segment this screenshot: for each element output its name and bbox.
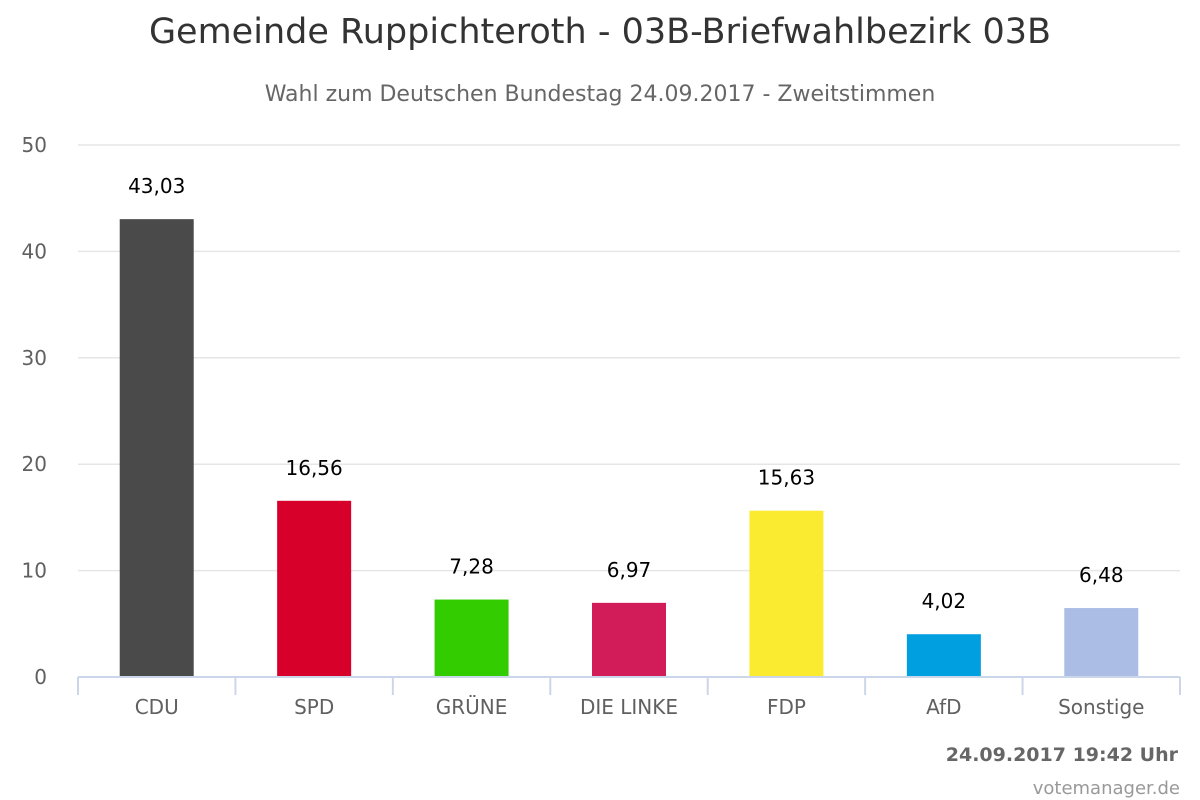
data-label: 4,02 (922, 589, 967, 613)
y-tick-label: 50 (22, 133, 47, 157)
data-label: 6,48 (1079, 563, 1124, 587)
gridlines: 0 10 20 30 40 50 (22, 133, 1180, 689)
data-label: 6,97 (607, 558, 652, 582)
y-tick-label: 0 (34, 665, 47, 689)
bars (119, 219, 1139, 677)
x-tick-label: DIE LINKE (580, 695, 678, 719)
x-tick-label: Sonstige (1058, 695, 1144, 719)
bar-die-linke[interactable] (592, 602, 666, 677)
chart-subtitle: Wahl zum Deutschen Bundestag 24.09.2017 … (264, 82, 936, 107)
y-tick-label: 20 (22, 452, 47, 476)
timestamp: 24.09.2017 19:42 Uhr (945, 744, 1178, 766)
y-tick-label: 10 (22, 559, 47, 583)
credit-link[interactable]: votemanager.de (1032, 778, 1180, 799)
y-tick-label: 30 (22, 346, 47, 370)
chart-title: Gemeinde Ruppichteroth - 03B-Briefwahlbe… (148, 12, 1052, 52)
bar-fdp[interactable] (749, 510, 824, 677)
y-tick-label: 40 (22, 239, 47, 263)
x-tick-label: AfD (926, 695, 961, 719)
bar-afd[interactable] (906, 634, 981, 677)
data-label: 7,28 (449, 555, 494, 579)
data-label: 16,56 (286, 456, 343, 480)
x-tick-label: GRÜNE (436, 695, 508, 719)
data-label: 15,63 (758, 466, 815, 490)
data-label: 43,03 (128, 174, 185, 198)
x-tick-label: FDP (767, 695, 806, 719)
bar-sonstige[interactable] (1064, 608, 1139, 677)
x-tick-label: SPD (294, 695, 334, 719)
x-tick-label: CDU (135, 695, 179, 719)
x-axis: CDU SPD GRÜNE DIE LINKE FDP AfD Sonstige (77, 676, 1181, 719)
data-labels: 43,03 16,56 7,28 6,97 15,63 4,02 6,48 (128, 174, 1123, 613)
bar-cdu[interactable] (119, 219, 194, 677)
bar-gr-ne[interactable] (434, 599, 509, 677)
bar-spd[interactable] (277, 500, 352, 677)
